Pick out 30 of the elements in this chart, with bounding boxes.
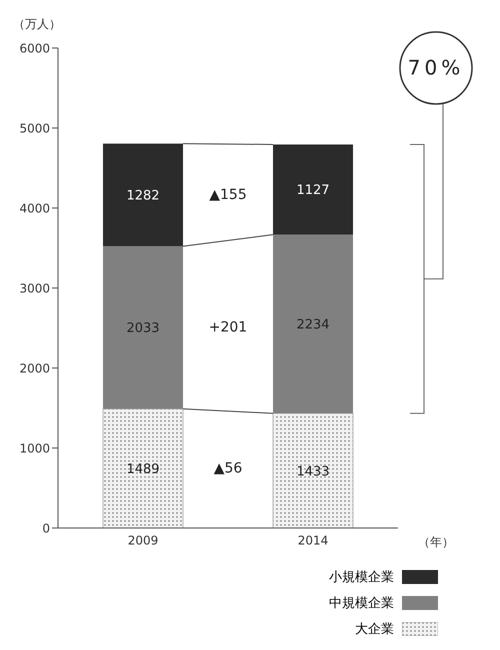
annotation: +201: [208, 319, 248, 336]
y-tick-label: 6000: [19, 41, 50, 56]
data-label: 1489: [126, 462, 160, 478]
data-label: 1127: [296, 183, 330, 198]
data-label: 1433: [296, 464, 330, 480]
y-tick-label: 4000: [19, 201, 50, 216]
y-tick-label: 2000: [19, 361, 50, 376]
annotation: ▲56: [214, 460, 242, 476]
bar: [103, 246, 183, 409]
bar: [272, 412, 354, 528]
legend-label: 小規模企業: [329, 569, 394, 586]
bar: [102, 408, 184, 528]
legend-label: 大企業: [355, 621, 394, 638]
bar: [273, 234, 353, 414]
y-axis-title: （万人）: [13, 17, 61, 31]
text: 70%: [408, 55, 464, 80]
x-axis-title: （年）: [418, 535, 454, 549]
y-tick-label: 3000: [19, 281, 50, 296]
data-label: 2033: [126, 321, 160, 336]
x-tick-label: 2014: [298, 534, 328, 548]
data-label: 2234: [296, 318, 330, 333]
y-tick-label: 0: [42, 521, 50, 536]
data-label: 1282: [126, 188, 160, 204]
legend-label: 中規模企業: [329, 595, 394, 612]
y-tick-label: 5000: [19, 121, 50, 136]
bar: [273, 144, 353, 235]
annotation: ▲155: [209, 186, 247, 203]
y-tick-label: 1000: [19, 441, 50, 456]
bar: [103, 144, 183, 246]
x-tick-label: 2009: [128, 534, 158, 548]
